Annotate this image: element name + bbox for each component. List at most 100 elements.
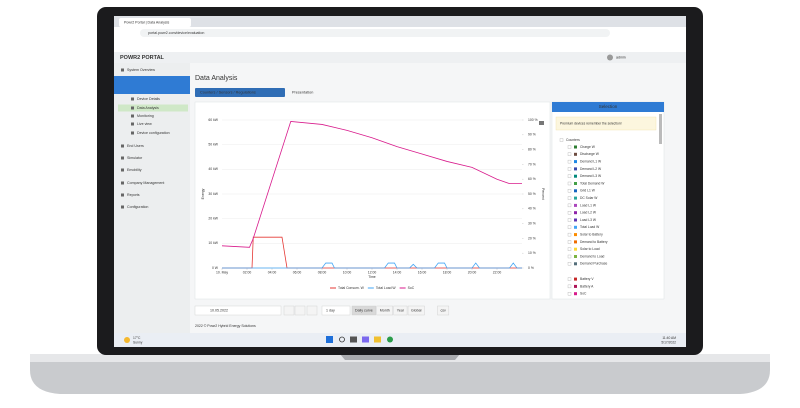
item-checkbox[interactable] xyxy=(567,284,572,289)
item-checkbox[interactable] xyxy=(567,203,572,208)
weather-icon xyxy=(124,337,130,343)
item-checkbox[interactable] xyxy=(567,174,572,178)
item-checkbox[interactable] xyxy=(567,232,572,237)
item-label[interactable]: DC Solar W xyxy=(580,196,598,200)
nav-item[interactable]: System Overview xyxy=(127,68,155,72)
item-label[interactable]: Load L1 W xyxy=(580,203,597,207)
period-label: Month xyxy=(380,308,390,312)
explorer-icon[interactable] xyxy=(374,336,381,343)
legend-label[interactable]: Total Load W xyxy=(376,286,397,290)
item-label[interactable]: Demand L3 W xyxy=(580,174,602,178)
device-selector[interactable] xyxy=(114,76,190,94)
nav-item[interactable]: Emobility xyxy=(127,168,142,172)
nav-item[interactable]: Monitoring xyxy=(137,114,154,118)
period-label: Year xyxy=(397,308,405,312)
user-name[interactable]: admin xyxy=(616,55,626,59)
item-checkbox[interactable] xyxy=(567,254,572,259)
item-label[interactable]: Demand to Battery xyxy=(580,240,608,244)
item-checkbox[interactable] xyxy=(567,211,572,215)
nav-item[interactable]: Reports xyxy=(127,193,140,197)
period-button[interactable] xyxy=(393,305,408,316)
item-checkbox[interactable] xyxy=(567,240,572,244)
url-field[interactable] xyxy=(140,29,610,37)
nav-button[interactable] xyxy=(306,305,318,316)
tree-checkbox[interactable] xyxy=(559,138,564,142)
item-checkbox[interactable] xyxy=(567,189,572,193)
start-button[interactable] xyxy=(326,336,333,343)
scrollbar[interactable] xyxy=(659,114,662,144)
tab-bar xyxy=(114,16,686,27)
item-checkbox[interactable] xyxy=(567,152,572,156)
item-label[interactable]: Battery A xyxy=(580,284,594,288)
date-field[interactable] xyxy=(194,305,282,316)
tab-label[interactable]: Presentation xyxy=(292,91,313,95)
item-checkbox[interactable] xyxy=(567,159,572,164)
item-checkbox[interactable] xyxy=(567,247,572,251)
weather-condition: Sunny xyxy=(133,340,143,344)
y-tick-label: 20 kW xyxy=(208,217,218,221)
period-button[interactable] xyxy=(407,305,425,316)
browser-tab[interactable] xyxy=(119,18,191,27)
item-label[interactable]: Solar to Load xyxy=(580,247,600,251)
item-label[interactable]: Demand L2 W xyxy=(580,167,602,171)
item-label[interactable]: Total Load W xyxy=(580,225,600,229)
item-label[interactable]: Discharge W xyxy=(580,152,600,156)
y2-tick-label: 80 % xyxy=(528,147,536,151)
item-label[interactable]: Load L3 W xyxy=(580,218,597,222)
period-label: Global xyxy=(411,308,422,312)
y-axis-label: Energy xyxy=(201,188,205,199)
nav-item[interactable]: Company Management xyxy=(127,181,164,185)
taskview-icon[interactable] xyxy=(350,336,357,343)
teams-icon[interactable] xyxy=(362,336,369,343)
nav-icon xyxy=(131,114,134,118)
nav-item[interactable]: End Users xyxy=(127,144,144,148)
nav-item[interactable]: Configuration xyxy=(127,205,148,209)
footer: 2022 © Powr2 Hybrid Energy Solutions xyxy=(195,324,256,328)
nav-item[interactable]: Live view xyxy=(137,122,152,126)
item-label[interactable]: Demand Purchase xyxy=(580,262,607,266)
chart-menu[interactable] xyxy=(539,121,544,125)
item-checkbox[interactable] xyxy=(567,218,572,222)
item-checkbox[interactable] xyxy=(567,181,572,186)
item-label[interactable]: Solar to Battery xyxy=(580,232,603,236)
nav-icon xyxy=(121,205,124,209)
item-checkbox[interactable] xyxy=(567,292,572,296)
item-label[interactable]: Load L2 W xyxy=(580,211,597,215)
item-checkbox[interactable] xyxy=(567,277,572,281)
tab-active[interactable] xyxy=(195,88,285,97)
item-label[interactable]: Demand L1 W xyxy=(580,159,602,163)
nav-item[interactable]: Simulator xyxy=(127,156,143,160)
nav-item[interactable]: Device Details xyxy=(137,97,160,101)
item-label[interactable]: Grid L1 W xyxy=(580,189,596,193)
item-label[interactable]: SoC xyxy=(580,292,587,296)
nav-item[interactable]: Device configuration xyxy=(137,131,170,135)
range-select[interactable] xyxy=(321,305,351,316)
item-label[interactable]: Total Demand W xyxy=(580,181,605,185)
series-line xyxy=(221,121,522,248)
legend-label[interactable]: SoC xyxy=(408,286,415,290)
nav-item[interactable]: Data Analysis xyxy=(137,106,159,110)
period-button[interactable] xyxy=(351,305,376,316)
logo[interactable]: POWR2 PORTAL xyxy=(120,55,165,61)
item-label[interactable]: Charge W xyxy=(580,145,596,149)
item-checkbox[interactable] xyxy=(567,145,572,149)
item-color xyxy=(574,277,577,281)
period-button[interactable] xyxy=(376,305,393,316)
nav-icon xyxy=(121,181,124,185)
taskbar xyxy=(114,333,686,347)
tree-group[interactable]: Counters xyxy=(566,138,580,142)
browser-icon[interactable] xyxy=(387,336,393,343)
legend-label[interactable]: Total Consum. W xyxy=(338,286,365,290)
y2-tick-label: 40 % xyxy=(528,207,536,211)
period-button[interactable] xyxy=(437,305,450,316)
item-label[interactable]: Battery V xyxy=(580,277,594,281)
item-checkbox[interactable] xyxy=(567,225,572,229)
user-avatar[interactable] xyxy=(607,54,613,61)
item-label[interactable]: Demand to Load xyxy=(580,254,605,258)
item-checkbox[interactable] xyxy=(567,262,572,266)
nav-button[interactable] xyxy=(294,305,306,316)
item-checkbox[interactable] xyxy=(567,167,572,171)
search-icon[interactable] xyxy=(339,336,345,343)
nav-button[interactable] xyxy=(283,305,295,316)
item-checkbox[interactable] xyxy=(567,196,572,200)
